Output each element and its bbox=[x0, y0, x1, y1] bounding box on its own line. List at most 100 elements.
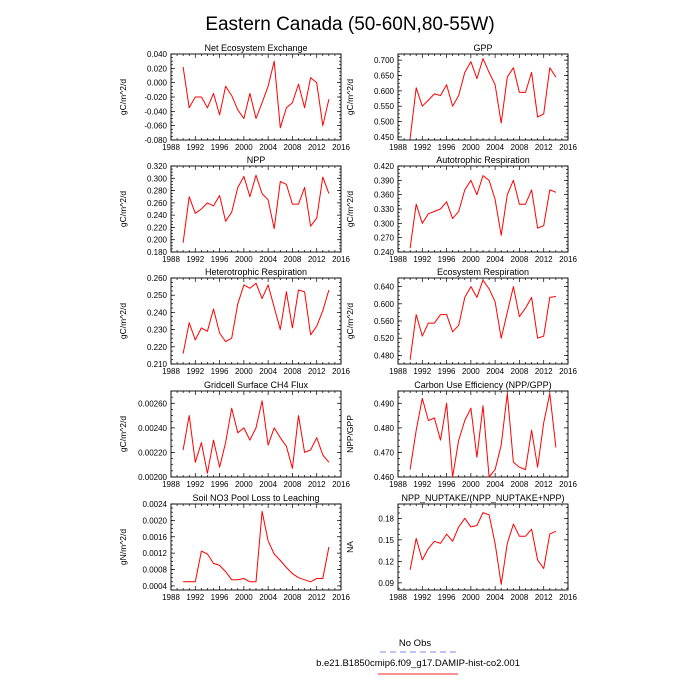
data-point bbox=[285, 566, 287, 568]
data-point bbox=[476, 296, 478, 298]
data-point bbox=[445, 84, 447, 86]
data-point bbox=[482, 405, 484, 407]
y-tick-label: 0.450 bbox=[374, 133, 395, 142]
data-point bbox=[237, 303, 239, 305]
legend-label-model: b.e21.B1850cmip6.f09_g17.DAMIP-hist-co2.… bbox=[316, 658, 520, 669]
data-point bbox=[261, 400, 263, 402]
x-tick-label: 2012 bbox=[535, 480, 553, 489]
y-tick-label: 0.0016 bbox=[143, 533, 168, 542]
data-point bbox=[409, 247, 411, 249]
y-tick-label: 0.230 bbox=[147, 326, 168, 335]
data-point bbox=[409, 468, 411, 470]
series-line bbox=[182, 282, 330, 354]
data-point bbox=[255, 581, 257, 583]
data-point bbox=[415, 87, 417, 89]
data-point bbox=[427, 99, 429, 101]
data-point bbox=[291, 102, 293, 104]
data-point bbox=[433, 93, 435, 95]
data-point bbox=[451, 476, 453, 478]
x-tick-label: 1992 bbox=[413, 255, 431, 264]
data-point bbox=[255, 427, 257, 429]
series-line bbox=[409, 58, 557, 139]
data-point bbox=[249, 92, 251, 94]
series-line bbox=[409, 393, 557, 478]
data-point bbox=[524, 468, 526, 470]
x-tick-label: 1996 bbox=[211, 480, 229, 489]
data-point bbox=[194, 461, 196, 463]
plot-frame bbox=[397, 53, 569, 141]
panel-title: Carbon Use Efficiency (NPP/GPP) bbox=[414, 380, 551, 390]
data-point bbox=[297, 577, 299, 579]
x-tick-label: 2016 bbox=[332, 480, 350, 489]
data-point bbox=[458, 94, 460, 96]
data-point bbox=[439, 94, 441, 96]
data-point bbox=[285, 291, 287, 293]
y-tick-label: 0.240 bbox=[147, 308, 168, 317]
data-point bbox=[409, 569, 411, 571]
x-tick-label: 2012 bbox=[535, 593, 553, 602]
x-tick-label: 2008 bbox=[511, 480, 529, 489]
data-point bbox=[182, 581, 184, 583]
data-point bbox=[458, 210, 460, 212]
data-point bbox=[451, 217, 453, 219]
y-tick-label: 0.00260 bbox=[138, 399, 167, 408]
panel-grid: 1988 1992 1996 2000 2004 2008 2012 2016 -0.080 -0… bbox=[118, 43, 577, 602]
data-point bbox=[488, 71, 490, 73]
x-tick-label: 2004 bbox=[486, 593, 504, 602]
x-tick-label: 1988 bbox=[389, 593, 407, 602]
data-point bbox=[237, 432, 239, 434]
panel-title: Ecosystem Respiration bbox=[437, 267, 529, 277]
y-tick-label: 0.200 bbox=[147, 236, 168, 245]
data-point bbox=[458, 324, 460, 326]
x-tick-label: 2016 bbox=[332, 593, 350, 602]
data-point bbox=[543, 335, 545, 337]
data-point bbox=[279, 559, 281, 561]
data-point bbox=[243, 427, 245, 429]
y-tick-label: 0.300 bbox=[374, 219, 395, 228]
x-tick-label: 2016 bbox=[332, 143, 350, 152]
y-tick-label: 0.15 bbox=[378, 536, 394, 545]
data-point bbox=[530, 296, 532, 298]
data-point bbox=[506, 392, 508, 394]
x-tick-label: 2012 bbox=[308, 480, 326, 489]
data-point bbox=[549, 392, 551, 394]
x-tick-label: 1988 bbox=[389, 480, 407, 489]
y-tick-label: 0.470 bbox=[374, 448, 395, 457]
x-tick-label: 2016 bbox=[559, 255, 577, 264]
data-point bbox=[506, 76, 508, 78]
x-tick-label: 2016 bbox=[559, 143, 577, 152]
y-tick-label: 0.220 bbox=[147, 223, 168, 232]
data-point bbox=[421, 335, 423, 337]
data-point bbox=[543, 567, 545, 569]
data-point bbox=[267, 284, 269, 286]
y-tick-label: 0.600 bbox=[374, 300, 395, 309]
y-tick-label: 0.600 bbox=[374, 87, 395, 96]
data-point bbox=[328, 546, 330, 548]
x-tick-label: 1992 bbox=[413, 593, 431, 602]
y-tick-label: 0.18 bbox=[378, 514, 394, 523]
x-tick-label: 2012 bbox=[535, 255, 553, 264]
data-point bbox=[518, 91, 520, 93]
data-point bbox=[212, 308, 214, 310]
data-point bbox=[549, 533, 551, 535]
plot-frame bbox=[397, 277, 569, 365]
data-point bbox=[451, 331, 453, 333]
data-point bbox=[188, 322, 190, 324]
x-tick-label: 2008 bbox=[284, 367, 302, 376]
data-point bbox=[224, 441, 226, 443]
data-point bbox=[309, 581, 311, 583]
y-tick-label: 0.560 bbox=[374, 317, 395, 326]
x-tick-label: 1992 bbox=[186, 367, 204, 376]
y-tick-label: 0.00200 bbox=[138, 473, 167, 482]
data-point bbox=[279, 328, 281, 330]
x-tick-label: 1992 bbox=[413, 143, 431, 152]
y-tick-label: 0.550 bbox=[374, 102, 395, 111]
x-tick-label: 2008 bbox=[511, 367, 529, 376]
data-point bbox=[506, 311, 508, 313]
x-tick-label: 2000 bbox=[462, 255, 480, 264]
data-point bbox=[273, 306, 275, 308]
data-point bbox=[255, 174, 257, 176]
y-tick-label: 0.0020 bbox=[143, 516, 168, 525]
data-point bbox=[261, 297, 263, 299]
data-point bbox=[482, 57, 484, 59]
